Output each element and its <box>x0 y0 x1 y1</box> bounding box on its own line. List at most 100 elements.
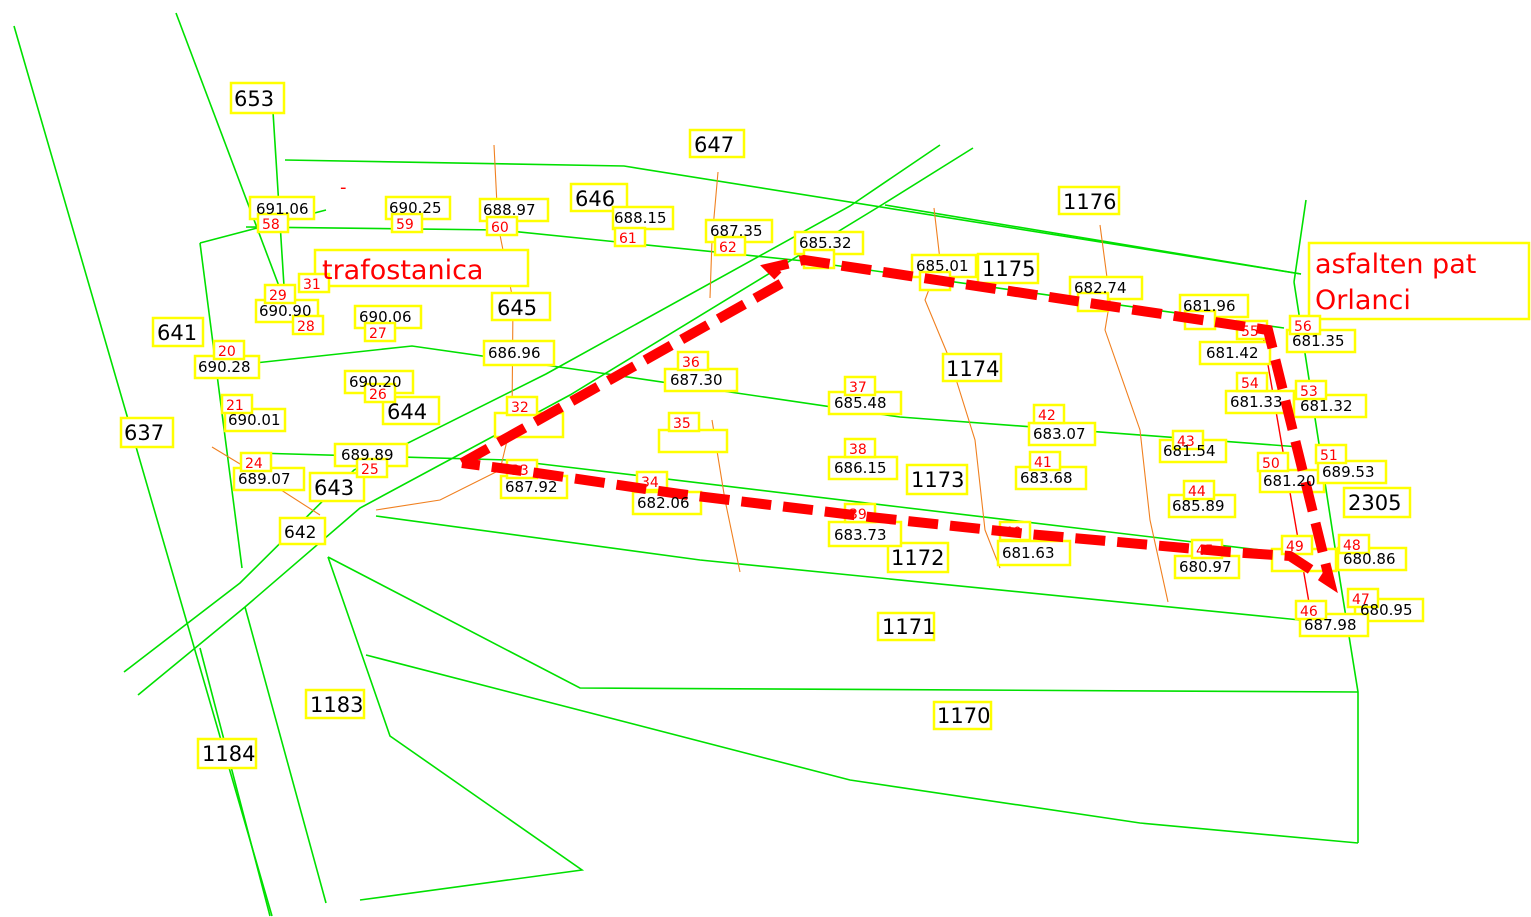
parcel-label: 644 <box>387 400 427 424</box>
point-label: 31 <box>303 277 321 293</box>
point-label: 32 <box>511 400 529 416</box>
parcel-label: 1172 <box>891 546 944 570</box>
point-label: 61 <box>619 231 637 247</box>
point-label: 53 <box>1300 384 1318 400</box>
point-label: 46 <box>1300 604 1318 620</box>
point-label: 35 <box>673 416 691 432</box>
elevation-label: 690.06 <box>359 308 412 326</box>
point-label: 28 <box>297 319 315 335</box>
elevation-label: 690.20 <box>349 373 402 391</box>
elevation-label: 687.30 <box>670 371 723 389</box>
elevation-label: 683.07 <box>1033 425 1086 443</box>
point-label: 27 <box>369 326 387 342</box>
road-label-line1: asfalten pat <box>1315 249 1476 280</box>
parcel-label: 646 <box>575 187 615 211</box>
elevation-label: 690.25 <box>389 199 442 217</box>
elevation-label: 690.01 <box>228 411 281 429</box>
elevation-label: 685.32 <box>799 234 852 252</box>
point-label: 43 <box>1177 434 1195 450</box>
elevation-label: 683.73 <box>834 526 887 544</box>
point-label: 60 <box>491 220 509 236</box>
elevation-label: 690.28 <box>198 358 251 376</box>
point-label: 39 <box>849 507 867 523</box>
point-boxes <box>212 212 1380 621</box>
parcel-label: 653 <box>234 87 274 111</box>
point-label: 24 <box>245 456 263 472</box>
point-label: 42 <box>1038 408 1056 424</box>
point-label: 56 <box>1294 319 1312 335</box>
elevation-label: 689.53 <box>1322 463 1375 481</box>
elevation-label: 681.20 <box>1263 472 1316 490</box>
elevation-label: 681.42 <box>1206 344 1259 362</box>
parcel-label: 1175 <box>982 257 1035 281</box>
elevation-label: 682.06 <box>637 494 690 512</box>
parcel-label: 1171 <box>882 615 935 639</box>
point-label: 20 <box>218 344 236 360</box>
annotations: trafostanica asfalten pat Orlanci - <box>322 177 1476 316</box>
elevation-label: 680.86 <box>1343 550 1396 568</box>
elevation-label: 681.33 <box>1230 393 1283 411</box>
parcel-label: 645 <box>497 296 537 320</box>
point-label: 54 <box>1241 376 1259 392</box>
elevation-label: 686.15 <box>834 459 887 477</box>
parcel-label: 2305 <box>1348 491 1401 515</box>
parcel-label: 1173 <box>911 468 964 492</box>
point-label: 50 <box>1262 456 1280 472</box>
point-label: 21 <box>226 398 244 414</box>
plot-outline <box>459 254 1338 594</box>
elevation-label: 688.97 <box>483 201 536 219</box>
parcel-label: 643 <box>314 476 354 500</box>
elevation-label: 683.68 <box>1020 469 1073 487</box>
trafostanica-label: trafostanica <box>322 255 483 286</box>
point-label: 37 <box>849 380 867 396</box>
parcel-label: 1183 <box>310 693 363 717</box>
elevation-label: 690.90 <box>259 302 312 320</box>
parcel-label: 642 <box>284 523 316 543</box>
point-label: 38 <box>849 442 867 458</box>
elevation-label: 681.35 <box>1292 332 1345 350</box>
elevation-label: 680.95 <box>1360 601 1413 619</box>
elevation-label: 687.98 <box>1304 616 1357 634</box>
point-numbers: 58 59 60 61 62 29 31 28 27 20 21 24 25 2… <box>218 217 1370 620</box>
elevation-label: 689.89 <box>341 446 394 464</box>
elevation-label: 681.96 <box>1183 297 1236 315</box>
point-label: 48 <box>1343 538 1361 554</box>
parcel-label: 1170 <box>937 704 990 728</box>
parcel-boxes <box>119 81 1531 770</box>
point-label: 44 <box>1188 484 1206 500</box>
elevation-label: 685.89 <box>1172 497 1225 515</box>
road-label-line2: Orlanci <box>1315 285 1411 316</box>
elevation-label: 688.15 <box>614 209 667 227</box>
elevation-label: 685.01 <box>916 257 969 275</box>
elevation-label: 691.06 <box>256 200 309 218</box>
parcel-label: 1176 <box>1063 190 1116 214</box>
point-label: 33 <box>511 463 529 479</box>
point-label: 29 <box>269 288 287 304</box>
elevation-label: 682.74 <box>1074 279 1127 297</box>
elevation-label: 685.48 <box>834 394 887 412</box>
point-label: 59 <box>396 217 414 233</box>
point-label: 58 <box>262 217 280 233</box>
point-label: 51 <box>1320 448 1338 464</box>
elevation-label: 681.54 <box>1163 442 1216 460</box>
point-label: 47 <box>1352 592 1370 608</box>
parcel-label: 647 <box>694 133 734 157</box>
elevation-label: 689.07 <box>238 470 291 488</box>
point-label: 40 <box>1004 525 1022 541</box>
elevation-label: 681.32 <box>1300 397 1353 415</box>
point-label: 49 <box>1286 539 1304 555</box>
parcel-label: 1174 <box>946 357 999 381</box>
elevation-label: 680.97 <box>1179 558 1232 576</box>
parcel-numbers: 653 647 646 1176 641 645 637 644 643 642… <box>124 87 1401 766</box>
point-label: 62 <box>719 240 737 256</box>
red-dash-mark: - <box>340 177 347 198</box>
parcel-label: 641 <box>157 321 197 345</box>
elevation-label: 681.63 <box>1002 544 1055 562</box>
point-label: 55 <box>1241 324 1259 340</box>
parcel-label: 637 <box>124 421 164 445</box>
parcel-label: 1184 <box>202 742 255 766</box>
elevation-values: 691.06 690.25 688.97 688.15 687.35 685.3… <box>198 199 1413 634</box>
elevation-label: 686.96 <box>488 344 541 362</box>
point-label: 41 <box>1034 455 1052 471</box>
